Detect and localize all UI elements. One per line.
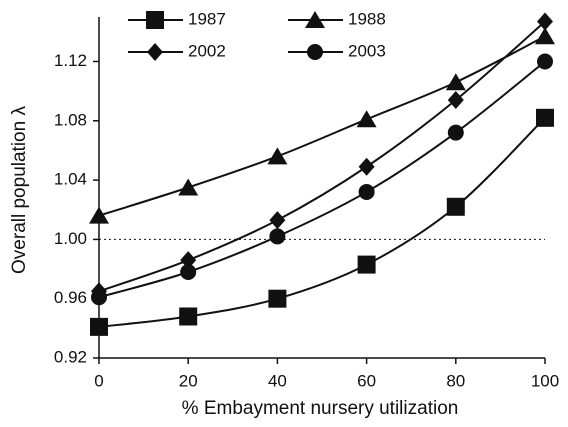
y-tick-label: 1.04 (54, 170, 87, 189)
marker (358, 157, 375, 176)
marker (447, 91, 464, 110)
y-tick-label: 1.00 (54, 229, 87, 248)
x-tick-label: 100 (531, 371, 559, 390)
legend-marker (146, 11, 164, 29)
x-tick-label: 20 (179, 371, 198, 390)
marker (90, 317, 108, 336)
y-tick-label: 0.96 (54, 288, 87, 307)
legend-label: 1987 (188, 9, 226, 28)
series-line (98, 20, 546, 293)
marker (537, 12, 553, 31)
x-tick-label: 40 (268, 371, 287, 390)
series-line (98, 60, 546, 299)
marker (180, 251, 197, 270)
series-line (98, 117, 546, 328)
marker (447, 124, 464, 141)
marker (178, 178, 199, 196)
marker (267, 147, 288, 165)
marker (179, 307, 198, 326)
marker (91, 289, 107, 306)
x-tick-label: 60 (357, 371, 376, 390)
marker (89, 206, 109, 224)
x-tick-label: 80 (446, 371, 465, 390)
legend-marker (307, 44, 323, 60)
marker (269, 228, 286, 245)
marker (180, 264, 197, 281)
marker (445, 73, 466, 91)
marker (536, 108, 554, 127)
y-tick-label: 1.12 (54, 51, 87, 70)
marker (357, 255, 376, 274)
legend-label: 2003 (348, 41, 386, 60)
legend-marker (147, 43, 163, 61)
marker (356, 110, 377, 128)
x-axis-label: % Embayment nursery utilization (182, 398, 459, 419)
marker (535, 27, 555, 45)
legend-marker (305, 11, 325, 28)
legend-label: 1988 (348, 9, 386, 28)
marker (446, 197, 465, 216)
x-tick-label: 0 (94, 371, 103, 390)
legend-label: 2002 (188, 41, 226, 60)
y-tick-label: 1.08 (54, 110, 87, 129)
y-axis-label: Overall population λ (9, 106, 30, 274)
marker (358, 183, 375, 200)
y-tick-label: 0.92 (54, 347, 87, 366)
marker (268, 289, 287, 308)
marker (537, 53, 553, 70)
series-line (98, 35, 546, 217)
marker (269, 211, 286, 230)
